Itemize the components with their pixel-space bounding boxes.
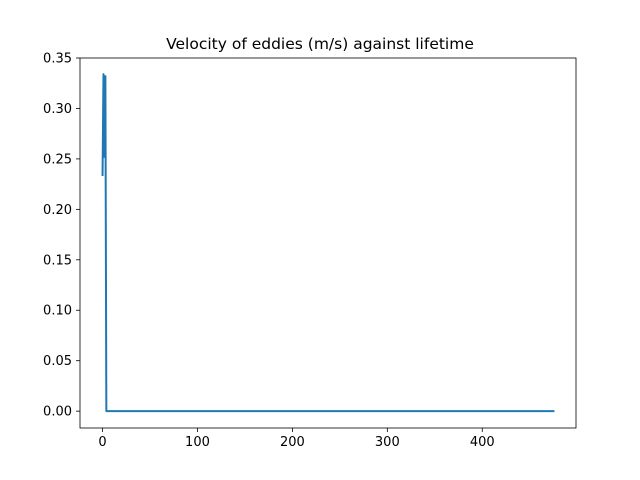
y-tick-label: 0.15	[43, 253, 72, 268]
x-tick-label: 100	[185, 435, 210, 450]
y-tick-label: 0.10	[43, 304, 72, 319]
y-tick-label: 0.30	[43, 102, 72, 117]
x-tick-label: 0	[98, 435, 106, 450]
y-tick-label: 0.05	[43, 354, 72, 369]
y-tick-label: 0.00	[43, 405, 72, 420]
y-tick-label: 0.20	[43, 203, 72, 218]
y-tick-label: 0.35	[43, 52, 72, 67]
plot-area	[101, 73, 555, 413]
y-tick-label: 0.25	[43, 152, 72, 167]
series-line-0	[101, 73, 555, 413]
x-axis: 0 100 200 300 400	[98, 428, 495, 450]
x-tick-label: 200	[280, 435, 305, 450]
x-tick-label: 400	[470, 435, 495, 450]
x-tick-label: 300	[375, 435, 400, 450]
axes-frame	[79, 57, 577, 429]
y-axis: 0.00 0.05 0.10 0.15 0.20 0.25 0.30 0.35	[43, 52, 80, 420]
chart-title: Velocity of eddies (m/s) against lifetim…	[166, 35, 474, 53]
